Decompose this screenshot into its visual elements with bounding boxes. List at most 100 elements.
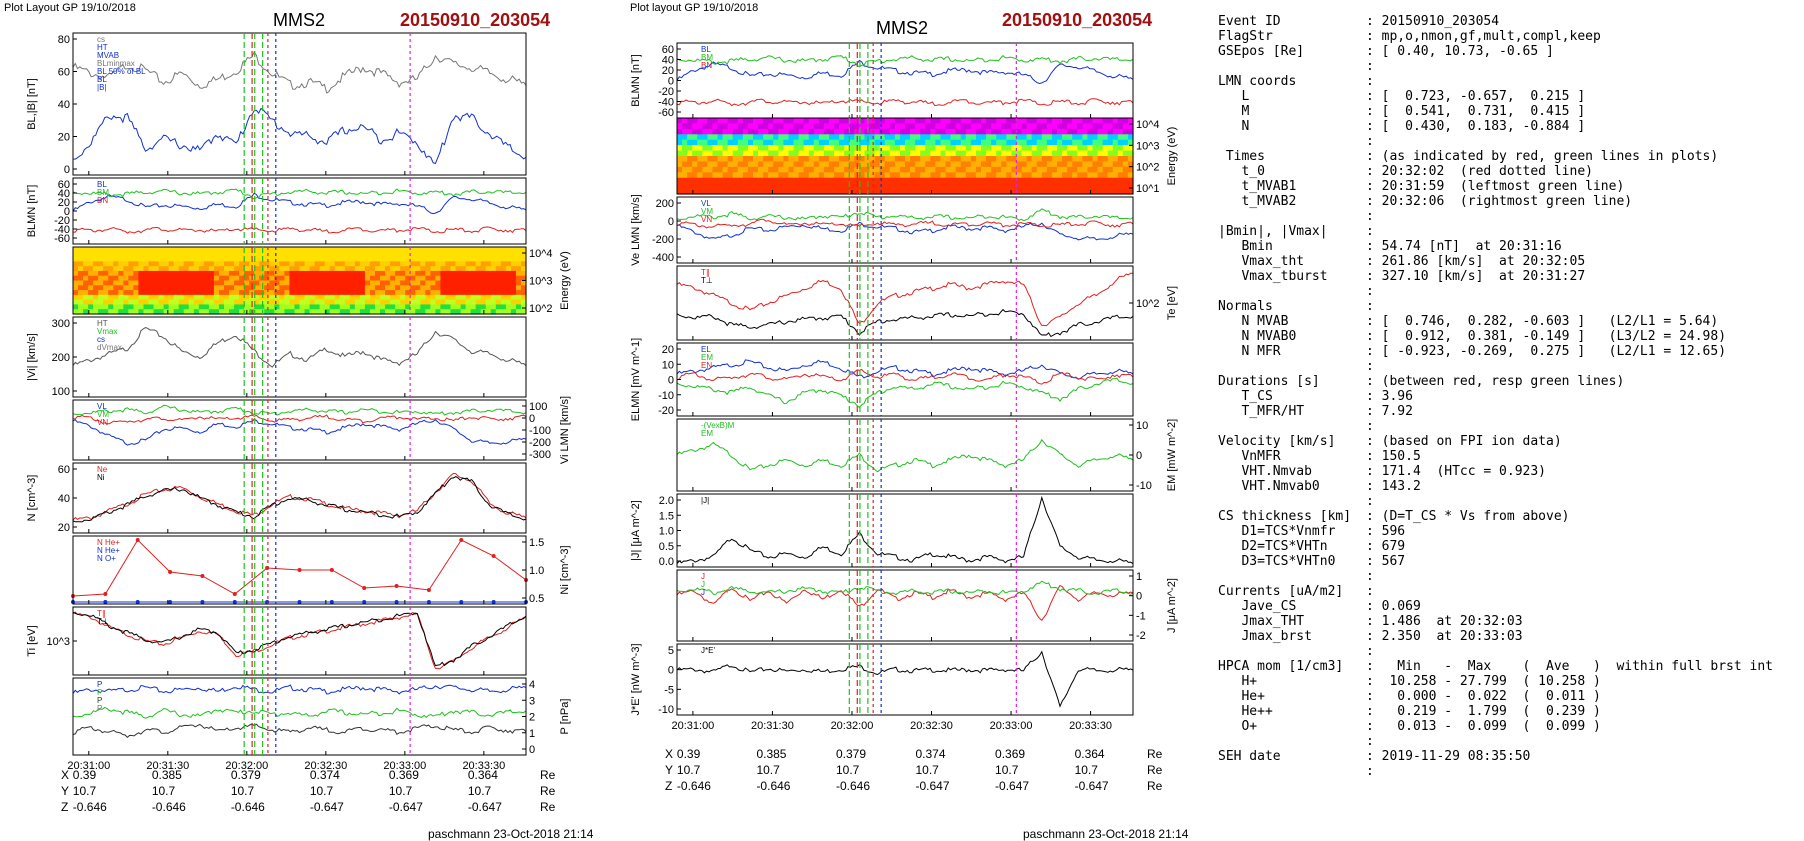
left-9-ytick-label-3: 1 <box>529 728 535 740</box>
left-6-series-group <box>72 472 527 523</box>
left-2-ytick-label-5: -40 <box>54 224 70 236</box>
mid-3-series-2 <box>676 218 1134 229</box>
mid-1-series-1 <box>676 54 1134 68</box>
info-label: N MVAB <box>1218 314 1289 329</box>
left-4-ytick-label-0: 300 <box>52 318 70 330</box>
left-7-point-0-7 <box>297 568 302 572</box>
info-value: : 0.219 - 1.799 ( 0.239 ) <box>1366 704 1601 719</box>
mid-time-label-1: 20:31:30 <box>751 720 794 732</box>
info-value: : <box>1366 764 1374 779</box>
mid-5-ytick-label-2: 0 <box>668 375 674 387</box>
left-time-label-5: 20:33:30 <box>462 760 505 772</box>
mid-7-ytick-label-3: 0.5 <box>659 541 674 553</box>
mid-4-ytick-label-0: 10^2 <box>1136 298 1160 310</box>
info-value: : [ 0.746, 0.282, -0.603 ] (L2/L1 = 5.64… <box>1366 314 1719 329</box>
mid-8-series-group <box>676 580 1134 622</box>
left-9-ytick-label-4: 0 <box>529 744 535 756</box>
info-value: : [ 0.40, 10.73, -0.65 ] <box>1366 44 1554 59</box>
pos-left-value: 10.7 <box>151 784 176 798</box>
mid-8-ytick-label-1: 0 <box>1136 591 1142 603</box>
left-2-legend-2: BN <box>97 196 108 205</box>
mid-time-label-3: 20:32:30 <box>910 720 953 732</box>
mid-7-ytick-label-1: 1.5 <box>659 510 674 522</box>
left-5-ytick-label-2: -100 <box>529 425 551 437</box>
left-8-legend-0: T∥ <box>97 609 106 618</box>
left-5-ylabel: Vi LMN [km/s] <box>559 396 571 464</box>
info-value: : 150.5 <box>1366 449 1421 464</box>
info-value: : <box>1366 419 1374 434</box>
info-value: : 2019-11-29 08:35:50 <box>1366 749 1531 764</box>
mid-2-ytick-label-2: 10^2 <box>1136 162 1160 174</box>
info-value: : 54.74 [nT] at 20:31:16 <box>1366 239 1562 254</box>
mid-7-frame <box>676 493 1134 568</box>
left-1-ylabel: BL,|B| [nT] <box>26 78 38 130</box>
left-7-point-1-4 <box>200 600 205 604</box>
pos-mid-value: -0.646 <box>676 779 711 793</box>
info-label: FlagStr <box>1218 29 1273 44</box>
info-label: Normals <box>1218 299 1273 314</box>
left-9-legend-0: P <box>97 680 102 689</box>
mid-3-ytick-label-3: -400 <box>652 252 674 264</box>
info-label: Currents [uA/m2] <box>1218 584 1344 599</box>
left-2-ytick-label-4: -20 <box>54 215 70 227</box>
info-value: : 10.258 - 27.799 ( 10.258 ) <box>1366 674 1601 689</box>
mid-plot-layout-label: Plot layout GP 19/10/2018 <box>630 2 759 14</box>
info-label: H+ <box>1218 674 1258 689</box>
left-7-point-0-1 <box>103 592 108 596</box>
left-1-series-0 <box>72 50 527 94</box>
pos-left-value: -0.647 <box>467 800 502 814</box>
mid-5-legend-1: EM <box>701 353 713 362</box>
info-value: : 261.86 [km/s] at 20:32:05 <box>1366 254 1586 269</box>
mid-8-series-0 <box>676 584 1134 622</box>
info-value: : 20:31:59 (leftmost green line) <box>1366 179 1625 194</box>
left-7-point-1-12 <box>459 600 464 604</box>
left-4-ytick-label-1: 200 <box>52 352 70 364</box>
left-7-point-1-6 <box>265 600 270 604</box>
left-7-legend-2: N O+ <box>97 554 116 563</box>
mid-1-ylabel: BLMN [nT] <box>630 54 642 107</box>
mid-time-label-2: 20:32:00 <box>831 720 874 732</box>
info-label: t_MVAB1 <box>1218 179 1297 194</box>
pos-mid-value: 0.39 <box>676 747 701 761</box>
info-value: : 171.4 (HTcc = 0.923) <box>1366 464 1547 479</box>
mid-9-ytick-label-1: 0 <box>668 665 674 677</box>
mid-3-ytick-label-2: -200 <box>652 234 674 246</box>
info-label: N MFR <box>1218 344 1281 359</box>
info-label: |Bmin|, |Vmax| <box>1218 224 1328 239</box>
left-2-series-0 <box>72 192 527 215</box>
left-9-ylabel: P [nPa] <box>559 699 571 735</box>
mid-6-ytick-label-2: -10 <box>1136 480 1152 492</box>
mid-3-legend-1: VM <box>701 207 713 216</box>
mid-8-ytick-label-2: -1 <box>1136 610 1146 622</box>
left-2-ytick-label-2: 20 <box>58 197 70 209</box>
info-value: : <box>1366 134 1374 149</box>
left-1-ytick-label-3: 20 <box>58 132 70 144</box>
event-info-panel: Event ID: 20150910_203054 FlagStr: mp,o,n… <box>1218 14 1798 794</box>
info-label: t_0 <box>1218 164 1265 179</box>
left-7-point-0-11 <box>426 588 431 592</box>
info-value: : (as indicated by red, green lines in p… <box>1366 149 1719 164</box>
left-7-point-0-6 <box>265 566 270 570</box>
info-value: : [ -0.923, -0.269, 0.275 ] (L2/L1 = 12.… <box>1366 344 1727 359</box>
left-7-legend-1: N He+ <box>97 546 120 555</box>
mid-2-ytick-label-0: 10^4 <box>1136 119 1160 131</box>
mid-3-ylabel: Ve LMN [km/s] <box>630 194 642 266</box>
mid-4-series-1 <box>676 308 1134 338</box>
mid-6-ytick-label-0: 10 <box>1136 420 1148 432</box>
info-label: He+ <box>1218 689 1265 704</box>
mid-5-ytick-label-3: -10 <box>658 390 674 402</box>
mid-3-series-0 <box>676 221 1134 241</box>
info-value: : 327.10 [km/s] at 20:31:27 <box>1366 269 1586 284</box>
info-value: : <box>1366 299 1374 314</box>
info-value: : (D=T_CS * Vs from above) <box>1366 509 1570 524</box>
pos-left-value: -0.646 <box>230 800 265 814</box>
left-7-point-1-10 <box>394 600 399 604</box>
left-7-point-0-10 <box>394 584 399 588</box>
left-spacecraft-title: MMS2 <box>273 10 326 30</box>
pos-mid-unit: Re <box>1147 747 1163 761</box>
mid-7-series-0 <box>676 495 1134 565</box>
info-value: : [ 0.912, 0.381, -0.149 ] (L3/L2 = 24.9… <box>1366 329 1727 344</box>
info-label: VHT.Nmvab0 <box>1218 479 1320 494</box>
mid-8-series-1 <box>676 580 1134 596</box>
left-7-point-0-3 <box>168 570 173 574</box>
